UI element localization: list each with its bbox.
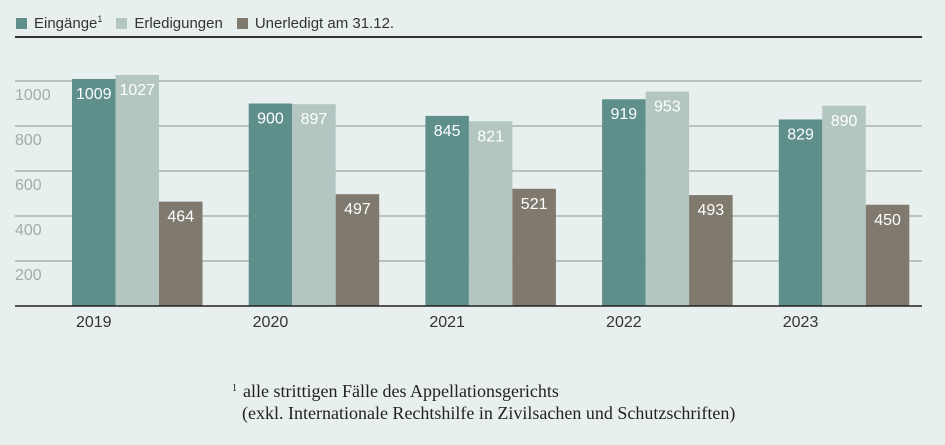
legend-item-eingaenge: Eingänge1 — [16, 14, 102, 32]
data-label: 464 — [167, 209, 194, 226]
y-tick-label: 600 — [15, 177, 42, 194]
x-tick-label: 2023 — [783, 314, 819, 331]
bar — [248, 103, 293, 306]
y-tick-label: 200 — [15, 267, 42, 284]
data-label: 829 — [787, 126, 814, 143]
x-tick-label: 2022 — [606, 314, 642, 331]
bar — [159, 201, 203, 306]
legend-item-erledigungen: Erledigungen — [116, 14, 223, 32]
bar — [292, 104, 336, 306]
footnote-marker: 1 — [232, 383, 237, 394]
footnote-line-1: alle strittigen Fälle des Appellationsge… — [243, 381, 559, 401]
bar — [689, 195, 733, 306]
footnote-marker: 1 — [97, 14, 103, 24]
legend-item-unerledigt: Unerledigt am 31.12. — [236, 14, 395, 32]
legend-divider — [15, 36, 922, 38]
y-tick-label: 800 — [15, 132, 42, 149]
x-tick-label: 2021 — [429, 314, 465, 331]
data-label: 450 — [874, 212, 901, 229]
data-label: 521 — [521, 196, 548, 213]
bar — [512, 188, 556, 306]
data-label: 821 — [477, 128, 504, 145]
legend: Eingänge1 Erledigungen Unerledigt am 31.… — [16, 14, 394, 32]
bar — [865, 204, 910, 306]
legend-swatch — [116, 17, 128, 29]
data-label: 1027 — [119, 82, 155, 99]
x-tick-label: 2020 — [253, 314, 289, 331]
footnote-line-2: (exkl. Internationale Rechtshilfe in Ziv… — [242, 403, 736, 423]
data-label: 897 — [301, 111, 328, 128]
bar — [778, 119, 823, 306]
data-label: 900 — [257, 111, 284, 128]
bar — [115, 74, 159, 306]
bar — [72, 78, 116, 306]
legend-swatch — [16, 17, 27, 29]
data-label: 1009 — [76, 86, 112, 103]
bar — [335, 194, 380, 306]
legend-label: Erledigungen — [134, 14, 223, 32]
data-label: 919 — [610, 106, 637, 123]
data-label: 890 — [831, 113, 858, 130]
bar — [425, 115, 469, 306]
y-tick-label: 400 — [15, 222, 42, 239]
x-tick-label: 2019 — [76, 314, 112, 331]
data-label: 497 — [344, 201, 371, 218]
bar — [822, 105, 866, 306]
bar — [468, 121, 513, 307]
footnote: 1 alle strittigen Fälle des Appellationsg… — [232, 378, 735, 424]
bar — [602, 99, 646, 306]
bar — [645, 91, 690, 306]
data-label: 493 — [697, 202, 724, 219]
legend-label: Unerledigt am 31.12. — [254, 14, 395, 32]
data-label: 845 — [434, 123, 461, 140]
legend-swatch — [236, 17, 248, 29]
legend-label: Eingänge — [34, 15, 98, 32]
data-label: 953 — [654, 99, 681, 116]
y-tick-label: 1000 — [15, 87, 51, 104]
